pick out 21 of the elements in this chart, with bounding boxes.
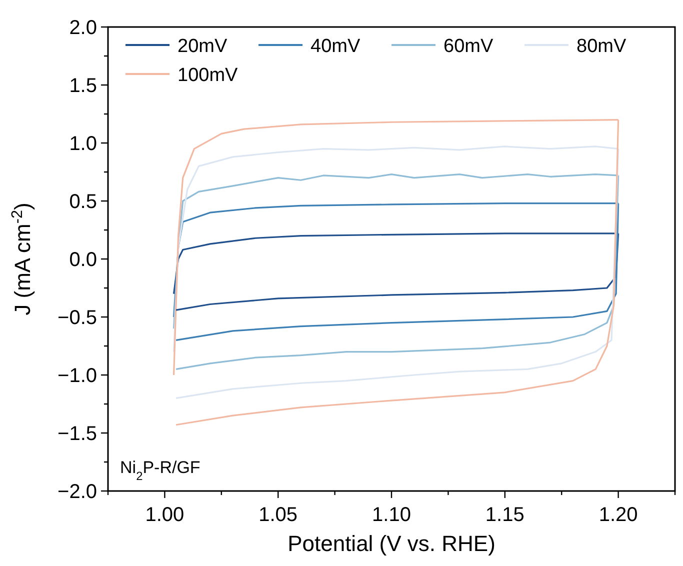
y-tick-label: 1.5 [69,75,97,97]
y-tick-label: −1.0 [58,365,97,387]
x-axis-title: Potential (V vs. RHE) [288,531,496,556]
x-tick-label: 1.00 [145,504,184,526]
legend-label: 100mV [178,65,238,86]
y-tick-label: −1.5 [58,423,97,445]
legend-label: 60mV [444,36,494,57]
y-tick-label: 0.5 [69,191,97,213]
y-tick-label: 2.0 [69,17,97,39]
y-tick-label: 0.0 [69,249,97,271]
y-tick-label: −2.0 [58,481,97,503]
x-tick-label: 1.20 [598,504,638,526]
annotation: Ni$_{2}$P-R/GF [120,458,200,483]
y-tick-label: −0.5 [58,307,97,329]
x-tick-label: 1.15 [485,504,524,526]
x-tick-label: 1.05 [258,504,298,526]
legend-label: 80mV [576,36,626,57]
x-tick-label: 1.10 [372,504,411,526]
y-tick-label: 1.0 [69,133,97,155]
legend-label: 40mV [310,36,360,57]
legend-label: 20mV [178,36,228,57]
